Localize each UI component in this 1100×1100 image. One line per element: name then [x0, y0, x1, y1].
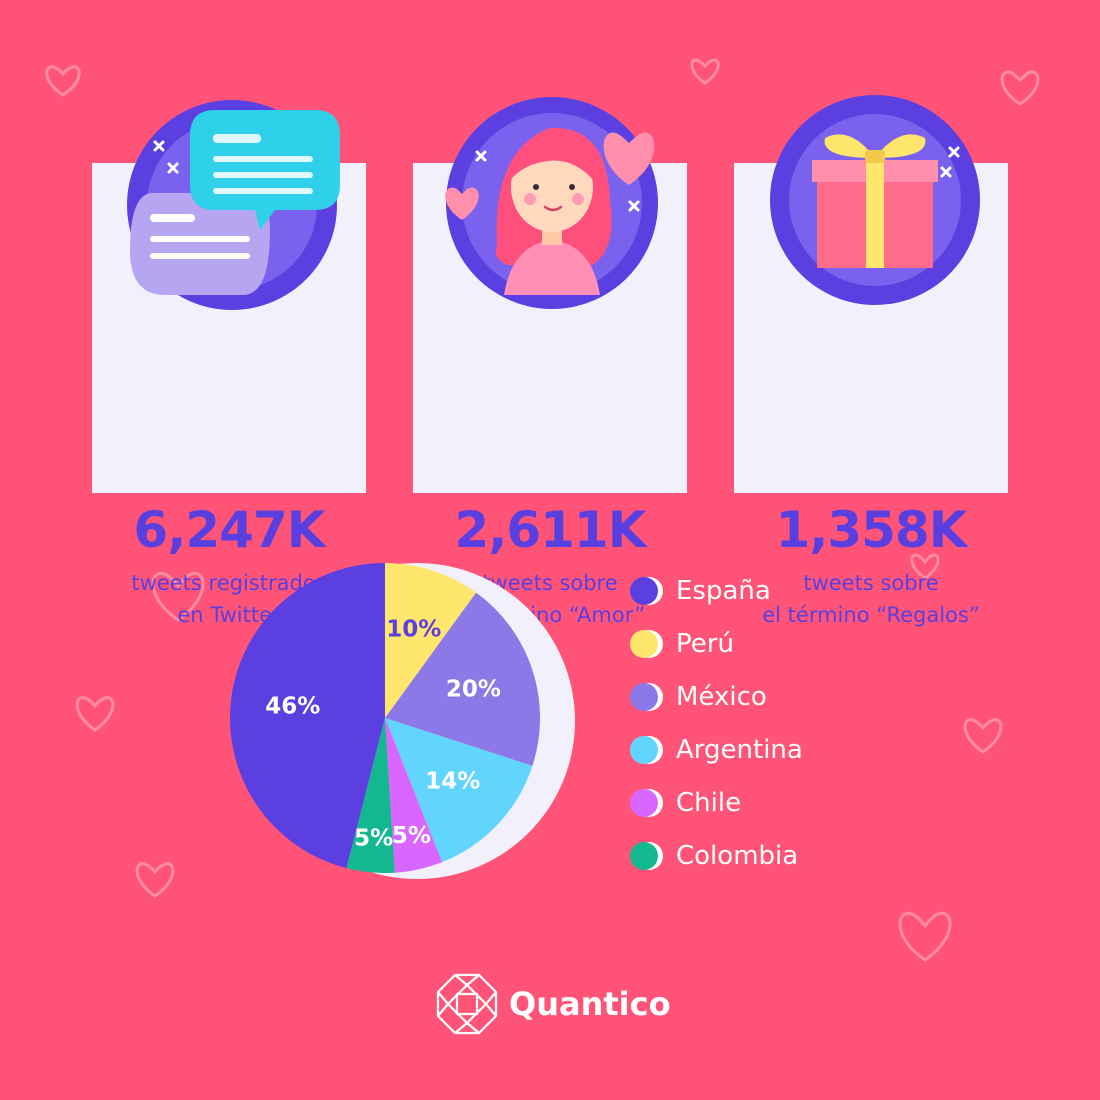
pie-label-españa: 46%: [265, 693, 320, 719]
legend-swatch-icon: [630, 682, 663, 711]
gift-box-icon: [770, 95, 980, 305]
brand-name: Quantico: [509, 985, 671, 1023]
legend-swatch-icon: [630, 576, 663, 605]
heart-outline-icon: [75, 696, 115, 732]
legend-swatch-icon: [630, 735, 663, 764]
legend-item: México: [628, 670, 803, 723]
legend-swatch-icon: [630, 788, 663, 817]
stat-value: 2,611K: [454, 501, 647, 559]
pie-label-méxico: 20%: [446, 676, 501, 702]
pie-label-chile: 5%: [392, 823, 431, 849]
heart-outline-icon: [690, 58, 720, 85]
legend-swatch-icon: [630, 629, 663, 658]
pie-slice-perú: [385, 563, 477, 718]
stat-description: tweets registrados en Twitter: [92, 567, 366, 631]
pie-slice-méxico: [385, 592, 540, 766]
pie-chart: 10% 20% 14% 5%5% 46%: [229, 563, 575, 879]
stat-description: tweets sobre el término “Regalos”: [734, 567, 1008, 631]
legend-item: España: [628, 564, 803, 617]
pie-label-colombia: 5%: [354, 825, 393, 851]
legend-label: Perú: [676, 628, 734, 659]
chart-legend: España Perú México Argentina Chile Colombia: [628, 564, 803, 882]
legend-label: México: [676, 681, 767, 712]
heart-outline-icon: [1000, 70, 1040, 106]
legend-label: Colombia: [676, 840, 799, 871]
legend-item: Chile: [628, 776, 803, 829]
heart-outline-icon: [898, 911, 952, 962]
pie-slice-chile: [385, 718, 443, 873]
pie-label-perú: 10%: [386, 617, 441, 643]
stat-description-line2: el término “Regalos”: [762, 603, 980, 627]
legend-item: Colombia: [628, 829, 803, 882]
heart-outline-icon: [135, 862, 175, 898]
girl-with-hearts-icon: [445, 97, 658, 309]
heart-outline-icon: [910, 553, 940, 580]
pie-slice-españa: [229, 563, 385, 869]
heart-outline-icon: [963, 718, 1003, 754]
legend-item: Argentina: [628, 723, 803, 776]
chat-bubbles-icon: [127, 100, 340, 310]
pie-slice-argentina: [385, 718, 533, 863]
quantico-logo-icon: [436, 973, 498, 1035]
legend-label: Argentina: [676, 734, 803, 765]
heart-outline-icon: [45, 65, 81, 97]
pie-label-argentina: 14%: [425, 769, 480, 795]
legend-item: Perú: [628, 617, 803, 670]
heart-outline-icon: [151, 571, 205, 622]
legend-label: España: [676, 575, 771, 606]
stat-description-line1: tweets sobre: [803, 571, 939, 595]
legend-swatch-icon: [630, 841, 663, 870]
legend-label: Chile: [676, 787, 742, 818]
stat-value: 6,247K: [133, 501, 326, 559]
stat-value: 1,358K: [775, 501, 968, 559]
brand: Quantico: [435, 972, 671, 1036]
stat-description-line1: tweets registrados: [131, 571, 327, 595]
pie-slice-colombia: [346, 718, 395, 873]
